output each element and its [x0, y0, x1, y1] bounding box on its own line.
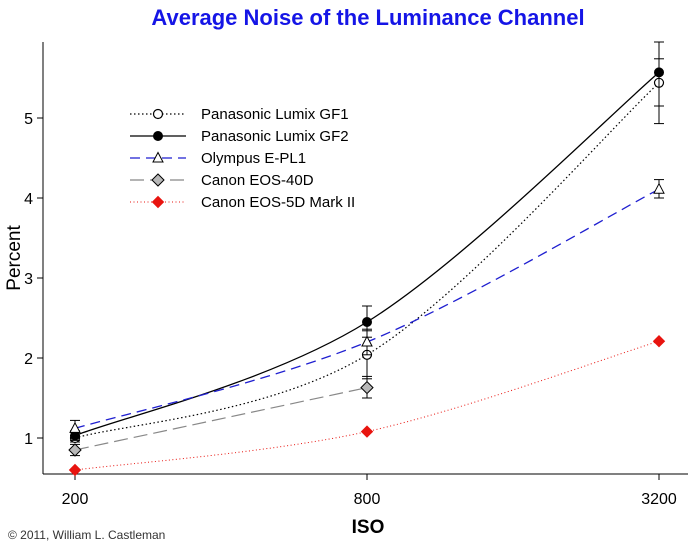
data-point	[360, 425, 374, 438]
data-point	[68, 443, 82, 457]
legend-item: Olympus E-PL1	[130, 150, 306, 167]
x-tick-label: 200	[62, 491, 89, 508]
copyright-text: © 2011, William L. Castleman	[8, 528, 166, 542]
chart-title: Average Noise of the Luminance Channel	[151, 5, 584, 30]
series-2	[69, 179, 665, 437]
legend-marker	[153, 131, 163, 141]
series-4	[68, 334, 666, 477]
data-point	[652, 334, 666, 348]
series-line	[74, 82, 660, 439]
data-point	[361, 335, 373, 347]
legend-label: Canon EOS-5D Mark II	[201, 194, 355, 211]
y-tick-label: 1	[24, 431, 33, 448]
series-line	[74, 387, 368, 451]
legend-item: Canon EOS-40D	[130, 172, 314, 189]
legend-marker	[151, 173, 165, 187]
legend-item: Panasonic Lumix GF2	[130, 128, 349, 145]
data-point	[653, 182, 665, 194]
data-point	[654, 67, 664, 78]
y-axis-label: Percent	[4, 225, 25, 291]
legend-marker	[152, 151, 164, 163]
x-tick-label: 3200	[641, 491, 677, 508]
data-point	[360, 380, 374, 395]
y-tick-label: 5	[24, 111, 33, 128]
legend: Panasonic Lumix GF1 Panasonic Lumix GF2 Ol…	[130, 106, 355, 211]
legend-label: Panasonic Lumix GF2	[201, 128, 349, 145]
data-point	[362, 317, 372, 327]
legend-label: Canon EOS-40D	[201, 172, 314, 189]
data-point	[69, 421, 81, 433]
y-tick-label: 2	[24, 351, 33, 368]
legend-label: Panasonic Lumix GF1	[201, 106, 349, 123]
legend-item: Canon EOS-5D Mark II	[130, 194, 355, 211]
series-3	[68, 375, 374, 457]
y-tick-label: 3	[24, 271, 33, 288]
legend-item: Panasonic Lumix GF1	[130, 106, 349, 123]
legend-label: Olympus E-PL1	[201, 150, 306, 167]
y-tick-label: 4	[24, 191, 33, 208]
legend-marker	[152, 108, 164, 120]
x-tick-label: 800	[354, 491, 381, 508]
data-point	[68, 463, 82, 477]
legend-marker	[151, 195, 165, 209]
x-axis-label: ISO	[352, 517, 385, 538]
